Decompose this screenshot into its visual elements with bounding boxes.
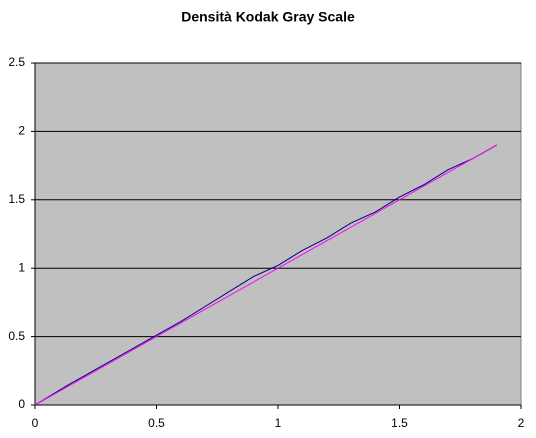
y-tick-label: 2.5 — [8, 55, 25, 69]
y-tick-label: 2 — [18, 124, 25, 138]
x-tick-label: 1.5 — [391, 416, 408, 430]
y-tick-label: 0.5 — [8, 329, 25, 343]
x-tick-label: 0.5 — [148, 416, 165, 430]
chart-title: Densità Kodak Gray Scale — [181, 9, 355, 25]
data-line — [34, 144, 497, 406]
data-line — [34, 144, 497, 406]
x-tick-label: 1 — [275, 416, 282, 430]
y-tick-label: 1.5 — [8, 192, 25, 206]
y-tick-label: 0 — [18, 397, 25, 411]
x-tick-label: 2 — [518, 416, 525, 430]
plot-area — [34, 62, 522, 406]
x-tick-label: 0 — [32, 416, 39, 430]
y-tick-label: 1 — [18, 260, 25, 274]
